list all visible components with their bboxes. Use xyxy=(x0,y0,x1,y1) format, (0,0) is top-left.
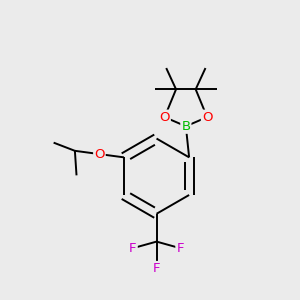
Text: F: F xyxy=(129,242,137,255)
Text: B: B xyxy=(181,120,190,133)
Text: O: O xyxy=(202,111,212,124)
Text: F: F xyxy=(153,262,160,275)
Text: O: O xyxy=(159,111,170,124)
Text: F: F xyxy=(176,242,184,255)
Text: O: O xyxy=(94,148,105,160)
